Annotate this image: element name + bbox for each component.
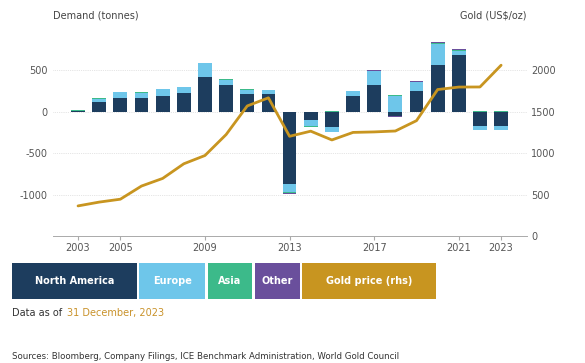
Bar <box>219 79 233 85</box>
Text: Gold (US$/oz): Gold (US$/oz) <box>460 11 526 21</box>
Bar <box>261 90 276 94</box>
Text: North America: North America <box>35 276 114 286</box>
Bar <box>410 91 424 112</box>
Text: 31 December, 2023: 31 December, 2023 <box>67 308 164 318</box>
Bar <box>452 50 466 55</box>
Bar <box>261 94 276 112</box>
Bar <box>304 112 318 120</box>
Bar <box>431 65 445 112</box>
Bar <box>473 112 487 126</box>
Text: Demand (tonnes): Demand (tonnes) <box>53 11 138 21</box>
Bar <box>135 98 149 112</box>
Bar <box>156 96 170 112</box>
Bar <box>388 112 402 117</box>
Text: Asia: Asia <box>218 276 242 286</box>
Bar <box>325 127 339 132</box>
Bar <box>240 90 254 94</box>
Bar <box>452 55 466 112</box>
Bar <box>135 93 149 98</box>
Text: Sources: Bloomberg, Company Filings, ICE Benchmark Administration, World Gold Co: Sources: Bloomberg, Company Filings, ICE… <box>12 352 399 362</box>
Text: Other: Other <box>261 276 293 286</box>
Bar <box>452 49 466 50</box>
Bar <box>113 92 127 98</box>
Bar <box>240 89 254 90</box>
Bar <box>388 96 402 112</box>
Bar <box>92 102 106 112</box>
Bar <box>325 112 339 127</box>
Bar <box>473 126 487 130</box>
Bar <box>367 85 381 112</box>
Bar <box>113 98 127 112</box>
Bar <box>367 70 381 71</box>
Bar <box>240 94 254 112</box>
Bar <box>92 99 106 102</box>
Bar <box>367 71 381 85</box>
Bar <box>494 126 508 130</box>
Bar <box>346 96 360 112</box>
Bar <box>431 44 445 65</box>
Bar <box>494 112 508 126</box>
Text: Gold price (rhs): Gold price (rhs) <box>326 276 412 286</box>
Bar <box>198 63 212 64</box>
Bar <box>198 77 212 112</box>
Bar <box>431 42 445 44</box>
Bar <box>71 111 85 112</box>
Bar <box>156 89 170 96</box>
Bar <box>283 193 297 194</box>
Text: Data as of: Data as of <box>12 308 65 318</box>
Bar <box>304 120 318 126</box>
Bar <box>219 85 233 112</box>
Bar <box>410 82 424 91</box>
Bar <box>283 112 297 184</box>
Bar <box>346 91 360 96</box>
Bar <box>198 64 212 77</box>
Text: Europe: Europe <box>153 276 191 286</box>
Bar <box>177 87 191 93</box>
Bar <box>177 93 191 112</box>
Bar <box>283 192 297 193</box>
Bar <box>283 184 297 192</box>
